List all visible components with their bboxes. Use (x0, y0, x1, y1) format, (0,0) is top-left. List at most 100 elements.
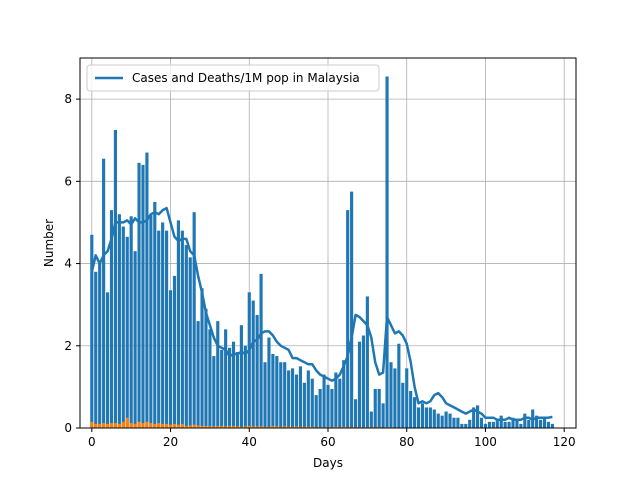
bar-69 (361, 335, 366, 428)
death-bar-42 (255, 426, 259, 428)
bar-49 (283, 362, 287, 428)
death-bar-30 (208, 426, 212, 428)
bar-113 (535, 415, 539, 428)
bar-62 (334, 372, 338, 428)
bar-109 (519, 423, 523, 428)
bar-71 (369, 411, 373, 428)
death-bar-23 (180, 423, 184, 428)
bar-50 (287, 370, 291, 428)
bar-79 (401, 382, 405, 428)
bar-90 (444, 411, 448, 428)
bar-106 (507, 421, 511, 428)
bar-21 (172, 275, 177, 428)
death-bar-0 (90, 421, 94, 428)
death-bar-15 (149, 423, 153, 428)
bar-44 (263, 362, 267, 428)
bar-51 (290, 368, 295, 428)
x-tick-label-2: 40 (242, 435, 257, 449)
death-bar-28 (200, 425, 204, 428)
death-bar-53 (298, 426, 303, 428)
death-bar-31 (212, 426, 216, 428)
bar-15 (149, 214, 153, 428)
bar-75 (385, 76, 389, 428)
bar-60 (326, 384, 330, 428)
bar-18 (161, 222, 165, 428)
x-tick-label-6: 120 (553, 435, 576, 449)
bar-74 (381, 403, 385, 428)
bar-12 (137, 162, 141, 429)
bars (90, 76, 554, 429)
bar-9 (125, 236, 129, 428)
bar-80 (405, 368, 409, 428)
death-bar-33 (220, 425, 224, 428)
x-tick-label-4: 80 (399, 435, 414, 449)
death-bar-49 (283, 426, 287, 428)
bar-87 (432, 409, 436, 428)
death-bar-56 (310, 426, 314, 428)
death-bar-47 (275, 426, 279, 428)
death-bar-1 (94, 423, 98, 428)
bar-6 (113, 129, 118, 428)
bar-101 (487, 421, 491, 428)
bar-64 (342, 360, 346, 428)
death-bar-16 (153, 423, 157, 428)
death-bar-32 (216, 425, 220, 428)
bar-36 (231, 341, 236, 428)
death-bar-13 (141, 423, 145, 428)
bar-1 (94, 271, 98, 428)
death-bar-6 (113, 423, 118, 428)
x-tick-label-3: 60 (320, 435, 335, 449)
death-bar-50 (287, 426, 291, 428)
death-bar-8 (121, 421, 125, 428)
bar-57 (314, 395, 318, 428)
bar-78 (397, 343, 401, 428)
bar-43 (259, 273, 263, 428)
bar-59 (322, 374, 326, 428)
bar-82 (413, 397, 417, 428)
death-bar-11 (133, 423, 137, 428)
death-bar-26 (192, 424, 196, 428)
bar-2 (98, 263, 102, 428)
x-tick-label-0: 0 (88, 435, 96, 449)
bar-100 (483, 423, 488, 428)
bar-52 (294, 374, 299, 428)
death-bar-20 (168, 424, 173, 428)
bar-13 (141, 164, 145, 428)
bar-19 (165, 230, 169, 428)
death-bar-27 (196, 425, 200, 428)
death-bar-45 (267, 426, 271, 428)
bar-11 (133, 251, 137, 428)
bar-54 (302, 382, 306, 428)
death-bar-43 (259, 426, 263, 428)
legend: Cases and Deaths/1M pop in Malaysia (86, 64, 380, 92)
death-bar-12 (137, 421, 141, 428)
death-bar-4 (105, 423, 110, 428)
bar-89 (440, 415, 444, 428)
bar-56 (310, 378, 314, 428)
death-bar-46 (271, 425, 275, 428)
death-bar-10 (129, 423, 133, 428)
bar-83 (416, 407, 421, 428)
death-bar-18 (161, 423, 165, 428)
death-bar-34 (224, 426, 228, 428)
bar-8 (121, 226, 125, 428)
death-bar-9 (125, 417, 129, 428)
bar-98 (476, 405, 480, 428)
bar-37 (235, 351, 240, 428)
x-tick-label-5: 100 (474, 435, 497, 449)
bar-58 (318, 388, 322, 428)
bar-24 (184, 245, 188, 428)
death-bar-36 (231, 425, 236, 428)
bar-67 (353, 399, 358, 428)
x-axis: 0 20 40 60 80 100 120 (88, 428, 576, 449)
bar-40 (247, 292, 251, 428)
bar-86 (428, 407, 432, 428)
bar-76 (389, 362, 393, 428)
bar-117 (550, 423, 554, 428)
bar-72 (373, 388, 377, 428)
bar-107 (511, 417, 515, 428)
death-bar-3 (102, 423, 106, 428)
bar-91 (448, 413, 452, 428)
bar-22 (176, 220, 180, 428)
bar-48 (279, 362, 283, 428)
